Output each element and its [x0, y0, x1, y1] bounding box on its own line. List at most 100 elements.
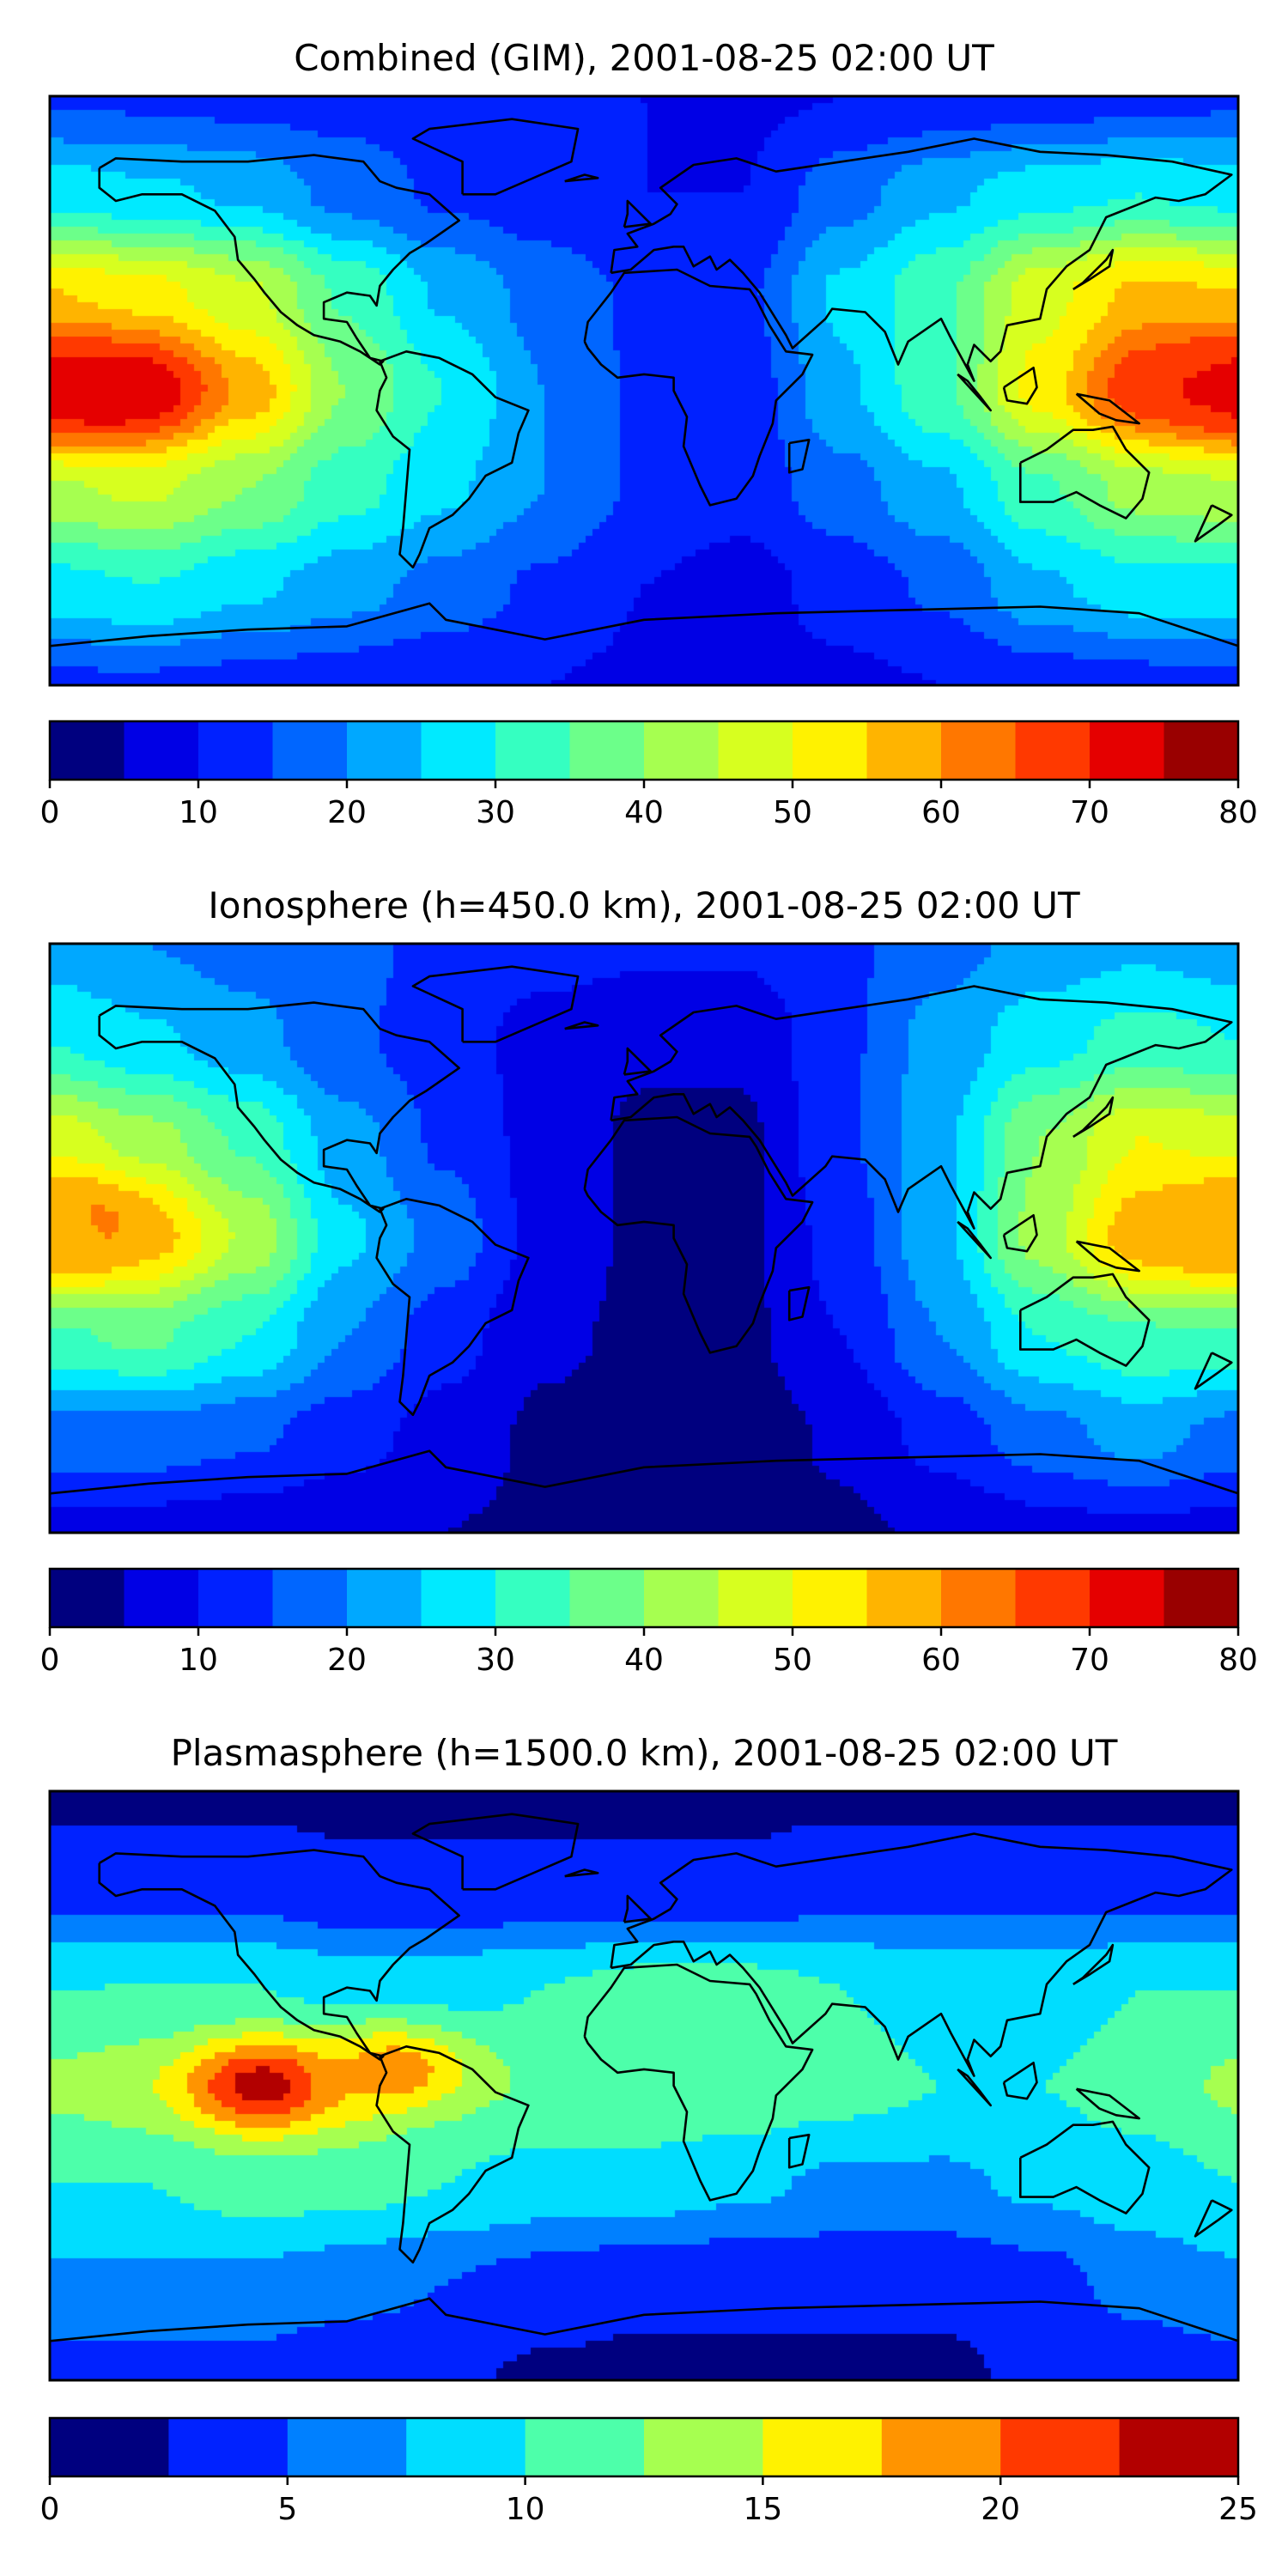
coastline [623, 1047, 652, 1076]
coastline [583, 1963, 814, 2202]
coastline [787, 1285, 811, 1321]
coastline [957, 373, 992, 412]
colorbar-tick-label: 80 [1218, 1643, 1258, 1678]
colorbar-tick-label: 80 [1218, 795, 1258, 830]
colorbar-swatch [50, 721, 125, 780]
colorbar-swatch [198, 721, 274, 780]
coastline [375, 350, 530, 569]
colorbar-swatch [1163, 721, 1239, 780]
colorbar-swatch [495, 1569, 571, 1627]
coastline [957, 2068, 992, 2107]
colorbar-swatch [1163, 1569, 1239, 1627]
chart-title: Combined (GIM), 2001-08-25 02:00 UT [294, 37, 994, 79]
coastline [375, 1198, 530, 1417]
coastline [1194, 2199, 1233, 2238]
colorbar-tick-label: 0 [40, 1643, 60, 1678]
colorbar-swatch [50, 2418, 169, 2476]
colorbar-tick-label: 5 [277, 2492, 297, 2527]
colorbar-tick-label: 30 [476, 1643, 515, 1678]
coastline [1072, 1943, 1115, 1986]
chart-title: Plasmasphere (h=1500.0 km), 2001-08-25 0… [171, 1732, 1118, 1774]
colorbar-swatch [718, 1569, 793, 1627]
colorbar-swatch [495, 721, 571, 780]
chart-title: Ionosphere (h=450.0 km), 2001-08-25 02:0… [208, 884, 1080, 927]
filled-contour-field [50, 96, 1238, 685]
coastlines [50, 965, 1238, 1495]
colorbar-combined [48, 720, 1240, 781]
colorbar-swatch [272, 1569, 348, 1627]
coastline [957, 1220, 992, 1260]
coastline [1194, 504, 1233, 543]
colorbar-swatch [881, 2418, 1001, 2476]
coastline [787, 2133, 811, 2169]
coastline [623, 1894, 652, 1923]
colorbar-tick-label: 40 [624, 795, 664, 830]
colorbar-swatch [569, 1569, 645, 1627]
colorbar-swatch [941, 721, 1017, 780]
colorbar-tick-label: 20 [981, 2492, 1020, 2527]
coastline [50, 2297, 1238, 2342]
colorbar-tick-label: 10 [506, 2492, 545, 2527]
colorbar-swatch [1000, 2418, 1121, 2476]
colorbar-tick-label: 0 [40, 2492, 60, 2527]
colorbar-swatch [347, 1569, 422, 1627]
colorbar-plasmasphere [48, 2416, 1240, 2478]
colorbar-swatch [1090, 721, 1165, 780]
filled-contour-field [50, 1791, 1238, 2380]
coastline [583, 1115, 814, 1354]
colorbar-swatch [421, 1569, 496, 1627]
colorbar-swatch [1119, 2418, 1239, 2476]
colorbar-swatch [644, 721, 720, 780]
colorbar-swatch [525, 2418, 645, 2476]
panel-ionosphere: Ionosphere (h=450.0 km), 2001-08-25 02:0… [40, 884, 1258, 1678]
colorbar-tick-label: 25 [1218, 2492, 1258, 2527]
colorbar-tick-label: 60 [921, 1643, 961, 1678]
panel-combined: Combined (GIM), 2001-08-25 02:00 UT 0 10 2… [40, 37, 1258, 830]
coastline [1075, 1240, 1140, 1273]
colorbar-tick-label: 20 [327, 1643, 367, 1678]
coastline [1072, 248, 1115, 291]
colorbar-swatch [421, 721, 496, 780]
coastline [610, 137, 1233, 382]
colorbar-swatch [644, 1569, 720, 1627]
coastline [411, 1813, 580, 1891]
colorbar-swatch [1090, 1569, 1165, 1627]
coastline [564, 1868, 599, 1878]
coastline [623, 199, 652, 228]
colorbar-tick-label: 30 [476, 795, 515, 830]
coastline [610, 1832, 1233, 2077]
map-plasmasphere [48, 1789, 1240, 2382]
colorbar-swatch [644, 2418, 763, 2476]
coastline [564, 173, 599, 183]
coastline [1019, 1273, 1151, 1367]
panel-plasmasphere: Plasmasphere (h=1500.0 km), 2001-08-25 0… [40, 1732, 1258, 2527]
colorbar-swatch [406, 2418, 526, 2476]
filled-contour-field [50, 944, 1238, 1533]
colorbar-tick-label: 0 [40, 795, 60, 830]
coastline [1002, 367, 1038, 405]
colorbar-tick-label: 15 [743, 2492, 782, 2527]
coastline [564, 1021, 599, 1030]
coastline [610, 985, 1233, 1230]
colorbar-swatch [124, 1569, 199, 1627]
colorbar-tick-label: 70 [1070, 1643, 1109, 1678]
map-ionosphere [48, 942, 1240, 1534]
colorbar-swatch [793, 721, 868, 780]
colorbar-swatch [272, 721, 348, 780]
colorbar-swatch [569, 721, 645, 780]
colorbar-swatch [1015, 721, 1091, 780]
colorbar-swatch [718, 721, 793, 780]
coastline [98, 1001, 460, 1213]
colorbar-swatch [866, 1569, 942, 1627]
colorbar-tick-label: 20 [327, 795, 367, 830]
colorbar-ticks-plasmasphere: 0 5 10 15 20 25 [40, 2476, 1258, 2527]
colorbar-swatch [793, 1569, 868, 1627]
coastline [1075, 392, 1140, 425]
coastline [411, 118, 580, 196]
coastline [1019, 2120, 1151, 2215]
colorbar-swatch [347, 721, 422, 780]
colorbar-swatch [287, 2418, 407, 2476]
coastline [50, 602, 1238, 647]
